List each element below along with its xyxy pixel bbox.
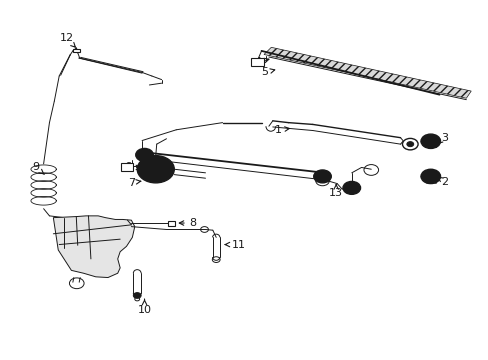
Circle shape bbox=[342, 181, 360, 194]
Text: 10: 10 bbox=[137, 299, 151, 315]
FancyBboxPatch shape bbox=[121, 163, 133, 171]
Polygon shape bbox=[264, 47, 470, 98]
Circle shape bbox=[425, 173, 435, 180]
Circle shape bbox=[425, 138, 435, 145]
Polygon shape bbox=[73, 49, 80, 51]
Text: 1: 1 bbox=[275, 125, 289, 135]
Circle shape bbox=[420, 134, 440, 148]
Text: 3: 3 bbox=[437, 133, 447, 144]
Polygon shape bbox=[167, 221, 175, 226]
Circle shape bbox=[151, 166, 160, 173]
Circle shape bbox=[145, 161, 166, 177]
Text: 6: 6 bbox=[124, 162, 140, 172]
Text: 11: 11 bbox=[225, 239, 245, 249]
Circle shape bbox=[406, 141, 413, 147]
Text: 13: 13 bbox=[328, 184, 343, 198]
FancyBboxPatch shape bbox=[251, 58, 264, 66]
Text: 4: 4 bbox=[254, 57, 268, 67]
Circle shape bbox=[347, 185, 355, 191]
Text: 7: 7 bbox=[127, 177, 141, 188]
Circle shape bbox=[318, 174, 326, 179]
Text: 9: 9 bbox=[32, 162, 44, 174]
Circle shape bbox=[137, 156, 174, 183]
Circle shape bbox=[133, 293, 141, 298]
Circle shape bbox=[313, 170, 330, 183]
Text: 2: 2 bbox=[437, 177, 447, 187]
Circle shape bbox=[136, 148, 153, 161]
Text: 8: 8 bbox=[179, 218, 197, 228]
Circle shape bbox=[141, 152, 148, 158]
Circle shape bbox=[420, 169, 440, 184]
Polygon shape bbox=[53, 216, 135, 278]
Text: 12: 12 bbox=[60, 33, 75, 47]
Text: 5: 5 bbox=[261, 67, 274, 77]
